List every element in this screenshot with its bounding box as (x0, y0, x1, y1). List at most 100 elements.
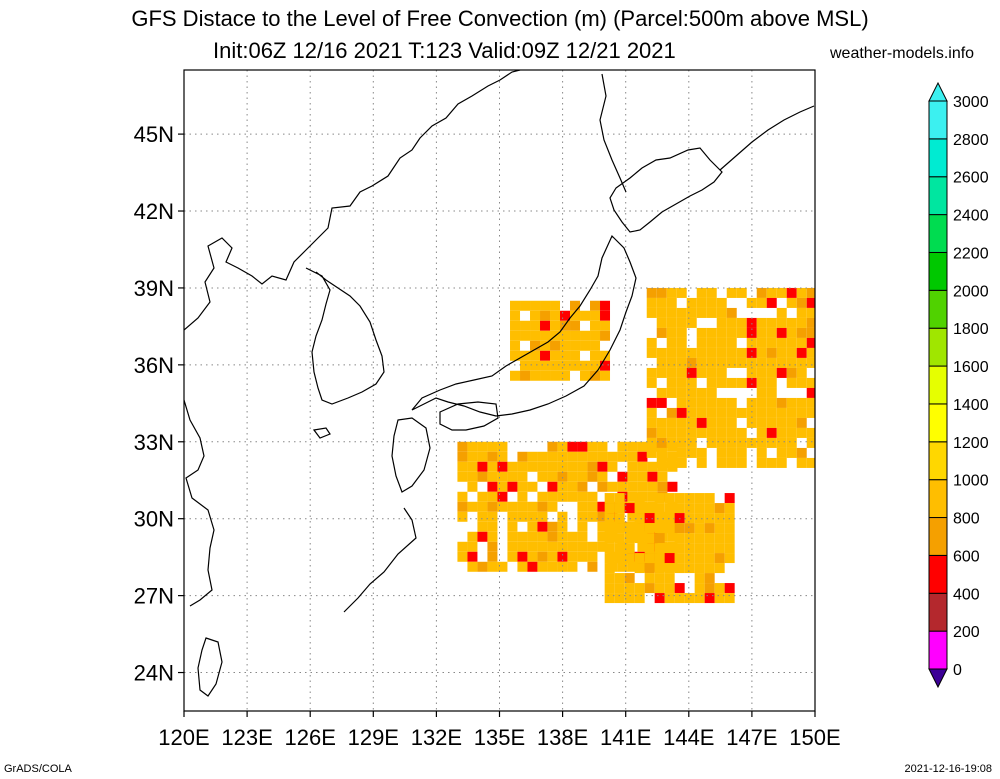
field-cell (527, 501, 538, 512)
kyushu (391, 417, 431, 493)
field-cell (560, 350, 571, 361)
field-cell (684, 543, 695, 554)
field-cell (487, 451, 498, 462)
field-cell (656, 427, 667, 438)
field-cell (756, 417, 767, 428)
field-cell (590, 300, 601, 311)
field-cell (714, 583, 725, 594)
field-cell (714, 543, 725, 554)
field-cell (756, 327, 767, 338)
field-cell (704, 493, 715, 504)
field-cell (756, 457, 767, 468)
field-cell (676, 357, 687, 368)
field-cell (537, 531, 548, 542)
field-cell (547, 471, 558, 482)
field-cell (627, 491, 638, 502)
field-cell (776, 437, 787, 448)
field-cell (656, 387, 667, 398)
field-cell (597, 541, 608, 552)
field-cell (646, 447, 657, 458)
field-cell (527, 551, 538, 562)
field-cell (796, 337, 807, 348)
field-cell (517, 461, 528, 472)
field-cell (776, 427, 787, 438)
field-cell (577, 451, 588, 462)
field-cell (570, 330, 581, 341)
field-cell (507, 471, 518, 482)
field-cell (590, 330, 601, 341)
field-cell (517, 541, 528, 552)
field-cell (477, 501, 488, 512)
colorbar-label: 1000 (953, 473, 989, 490)
field-cell (530, 300, 541, 311)
field-cell (570, 320, 581, 331)
field-cell (587, 441, 598, 452)
field-cell (600, 300, 611, 311)
field-cell (457, 471, 468, 482)
field-cell (577, 441, 588, 452)
field-cell (776, 367, 787, 378)
field-cell (776, 307, 787, 318)
colorbar-bin (928, 630, 948, 670)
field-cell (634, 503, 645, 514)
field-cell (696, 387, 707, 398)
colorbar-bin (928, 403, 948, 443)
field-cell (547, 501, 558, 512)
field-cell (686, 447, 697, 458)
field-cell (664, 493, 675, 504)
field-cell (567, 441, 578, 452)
field-cell (796, 307, 807, 318)
field-cell (570, 310, 581, 321)
field-cell (646, 377, 657, 388)
field-cell (654, 593, 665, 604)
colorbar-label: 400 (953, 586, 980, 603)
field-cell (696, 457, 707, 468)
field-cell (686, 357, 697, 368)
field-cell (647, 491, 658, 502)
field-cell (686, 437, 697, 448)
field-cell (467, 451, 478, 462)
field-cell (647, 471, 658, 482)
field-cell (684, 503, 695, 514)
field-cell (706, 307, 717, 318)
field-cell (766, 327, 777, 338)
field-cell (520, 320, 531, 331)
field-cell (587, 491, 598, 502)
field-cell (666, 327, 677, 338)
field-cell (487, 541, 498, 552)
field-cell (537, 551, 548, 562)
field-cell (510, 320, 521, 331)
field-cell (706, 367, 717, 378)
field-cell (520, 300, 531, 311)
field-cell (557, 561, 568, 572)
field-cell (704, 573, 715, 584)
field-cell (796, 407, 807, 418)
field-cell (786, 407, 797, 418)
field-cell (756, 397, 767, 408)
field-cell (676, 287, 687, 298)
field-cell (507, 551, 518, 562)
field-cell (597, 531, 608, 542)
field-cell (590, 320, 601, 331)
field-cell (666, 417, 677, 428)
field-cell (530, 320, 541, 331)
field-cell (587, 551, 598, 562)
field-cell (646, 367, 657, 378)
field-cell (614, 583, 625, 594)
footer-credit: GrADS/COLA (4, 763, 72, 775)
field-cell (477, 531, 488, 542)
field-cell (507, 461, 518, 472)
field-cell (540, 350, 551, 361)
field-cell (547, 551, 558, 562)
field-cell (746, 317, 757, 328)
field-cell (600, 310, 611, 321)
field-cell (467, 541, 478, 552)
field-cell (704, 583, 715, 594)
field-cell (507, 521, 518, 532)
field-cell (634, 553, 645, 564)
field-region-pacific-east (646, 287, 815, 468)
field-cell (704, 593, 715, 604)
field-cell (560, 370, 571, 381)
field-cell (547, 481, 558, 492)
field-cell (706, 357, 717, 368)
